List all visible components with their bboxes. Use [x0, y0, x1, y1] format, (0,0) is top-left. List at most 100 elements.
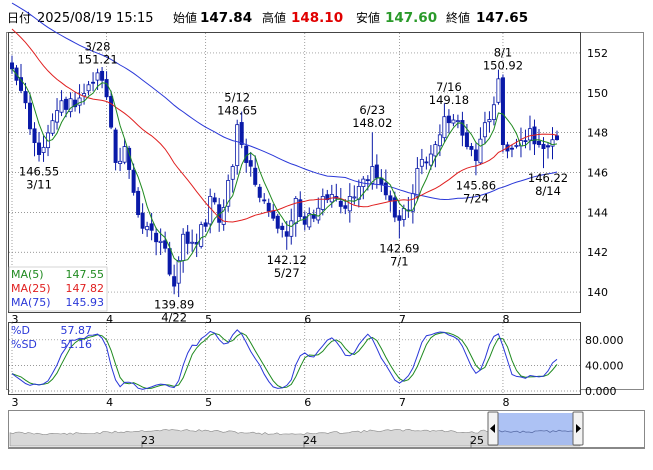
stoch-tick-label: 40.000 [585, 359, 624, 372]
candle-body [460, 120, 465, 136]
candle-body [433, 144, 438, 157]
overview-navigator[interactable]: 23 24 25 [8, 410, 645, 449]
pct-d-line [11, 329, 558, 390]
candle-body [271, 210, 276, 219]
pct-sd-line [11, 331, 558, 390]
candle-body [442, 116, 447, 139]
annotation-value: 149.18 [429, 93, 469, 107]
pct-sd-value: 51.16 [61, 338, 93, 351]
candle-body [509, 147, 514, 150]
candle-body [455, 120, 460, 123]
candle-body [338, 200, 343, 207]
candle-body [370, 166, 375, 184]
y-tick-label: 152 [587, 47, 608, 60]
pct-d-value: 57.87 [61, 324, 93, 337]
candle-body [163, 240, 168, 249]
candle-body [149, 223, 154, 231]
candle-body [55, 110, 60, 123]
candle-body [86, 84, 91, 92]
annotation-date: 7/16 [436, 80, 462, 94]
annotation-date: 3/28 [85, 40, 111, 54]
x-tick-label: 5 [205, 396, 212, 409]
candle-body [109, 96, 114, 128]
candle-body [500, 77, 505, 145]
annotation-date: 5/12 [224, 91, 250, 105]
annotation-date: 7/24 [463, 191, 489, 205]
candle-body [401, 208, 406, 220]
candle-body [392, 197, 397, 218]
candle-body [248, 160, 253, 167]
x-tick-label: 6 [304, 396, 311, 409]
candle-body [32, 128, 37, 144]
candle-body [550, 139, 555, 147]
candle-body [307, 213, 312, 228]
candle-body [478, 138, 483, 164]
y-tick-label: 148 [587, 127, 608, 140]
open-value: 147.84 [200, 10, 252, 26]
ma25-label: MA(25) [11, 282, 51, 295]
annotation-value: 151.21 [77, 53, 117, 67]
candle-body [226, 180, 231, 207]
candle-body [257, 186, 262, 198]
candle-body [343, 205, 348, 209]
annotation-value: 146.55 [19, 165, 59, 179]
stoch-panel [8, 322, 581, 395]
pct-sd-label: %SD [11, 338, 37, 351]
annotation-value: 148.02 [352, 116, 392, 130]
datetime-value: 2025/08/19 15:15 [37, 11, 154, 26]
candle-body [415, 168, 420, 197]
candle-body [73, 99, 78, 108]
annotation-value: 146.22 [528, 171, 568, 185]
y-tick-label: 144 [587, 206, 608, 219]
candle-body [154, 232, 159, 243]
candle-body [158, 240, 163, 243]
candle-body [541, 143, 546, 149]
candle-body [50, 120, 55, 134]
x-tick-label: 3 [12, 313, 19, 326]
navigator-selection[interactable] [496, 413, 576, 445]
candle-body [239, 122, 244, 145]
candle-body [172, 276, 177, 287]
candle-body [464, 132, 469, 147]
candle-body [176, 259, 181, 284]
stochastic-lines [11, 329, 558, 390]
candle-body [555, 135, 560, 141]
x-ticks: 3 3 4 4 5 5 6 6 7 7 8 8 [12, 313, 510, 409]
annotation-date: 6/23 [359, 103, 385, 117]
candle-body [190, 241, 195, 244]
candle-body [316, 207, 321, 221]
candle-body [473, 149, 478, 161]
navigator-tick-label: 23 [141, 434, 155, 447]
x-tick-label: 3 [12, 396, 19, 409]
price-y-ticks: 140 142 144 146 148 150 152 [587, 47, 608, 299]
candle-body [491, 104, 496, 120]
candle-body [244, 145, 249, 163]
candle-body [437, 134, 442, 147]
candle-body [95, 72, 100, 81]
candle-body [383, 182, 388, 196]
candle-body [536, 140, 541, 145]
left-handle-arrow-icon [490, 424, 495, 433]
ma-legend-box [8, 266, 108, 312]
candle-body [388, 195, 393, 201]
candle-body [91, 81, 96, 84]
ma75-value: 145.93 [66, 296, 105, 309]
candle-body [221, 207, 226, 225]
candle-body [280, 225, 285, 230]
x-tick-label: 8 [502, 313, 509, 326]
annotation-value: 139.89 [154, 297, 194, 311]
candle-body [289, 220, 294, 237]
candle-body [185, 231, 190, 244]
candle-body [275, 215, 280, 229]
candle-body [41, 146, 46, 153]
candle-body [68, 98, 73, 113]
candle-body [419, 159, 424, 167]
ma5-line [11, 68, 558, 263]
y-tick-label: 150 [587, 87, 608, 100]
x-tick-label: 5 [205, 313, 212, 326]
candles [9, 55, 560, 298]
candle-body [167, 248, 172, 275]
candle-body [122, 146, 127, 163]
annotation-date: 4/22 [161, 310, 187, 324]
